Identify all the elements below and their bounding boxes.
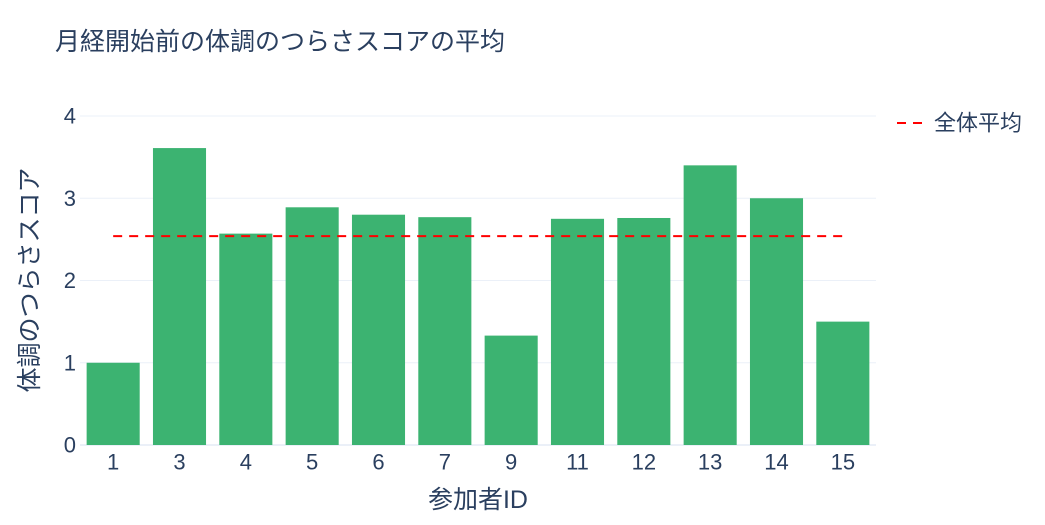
x-tick-label: 4	[240, 450, 252, 475]
x-tick-label: 3	[173, 450, 185, 475]
x-tick-label: 12	[632, 450, 656, 475]
x-tick-label: 5	[306, 450, 318, 475]
x-tick-label: 9	[505, 450, 517, 475]
legend-label: 全体平均	[934, 111, 1022, 136]
x-tick-label: 14	[764, 450, 788, 475]
bar	[683, 165, 737, 445]
x-tick-label: 11	[566, 450, 589, 475]
gridlines	[80, 115, 876, 446]
legend-item-overall-mean[interactable]: 全体平均	[897, 111, 1022, 136]
y-tick-label: 2	[64, 268, 76, 293]
bar	[285, 207, 339, 445]
y-axis-title: 体調のつらさスコア	[16, 167, 44, 392]
x-axis-ticks: 1 3 4 5 6 7 9 11 12 13 14 15	[107, 450, 855, 475]
y-axis-ticks: 0 1 2 3 4	[64, 104, 76, 458]
x-tick-label: 1	[107, 450, 119, 475]
x-tick-label: 7	[439, 450, 451, 475]
bar	[484, 335, 538, 445]
bar	[816, 321, 870, 445]
bar	[749, 198, 804, 445]
bar	[617, 217, 671, 445]
bar	[86, 362, 140, 445]
x-tick-label: 15	[831, 450, 855, 475]
bar	[351, 214, 406, 445]
x-tick-label: 13	[698, 450, 722, 475]
bar	[550, 218, 605, 445]
y-tick-label: 3	[64, 186, 76, 211]
y-tick-label: 4	[64, 104, 76, 129]
y-tick-label: 1	[64, 350, 76, 375]
chart-title: 月経開始前の体調のつらさスコアの平均	[55, 28, 505, 56]
bar	[418, 217, 472, 445]
bar	[152, 148, 207, 445]
bars	[86, 148, 870, 445]
legend: 全体平均	[897, 111, 1022, 136]
x-axis-title: 参加者ID	[428, 486, 528, 514]
x-tick-label: 6	[372, 450, 384, 475]
bar	[219, 233, 273, 445]
y-tick-label: 0	[64, 433, 76, 458]
